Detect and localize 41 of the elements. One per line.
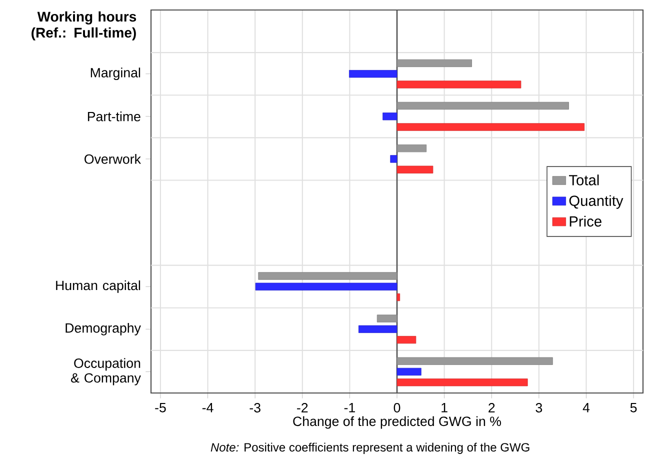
bar [390,155,398,163]
y-tick-label: Human capital [56,280,140,293]
x-axis-title: Change of the predicted GWG in % [293,416,501,429]
legend-label: Total [569,174,599,186]
bar [396,144,427,152]
bar [396,293,400,302]
bar [258,272,398,280]
y-tick-label: Overwork [84,154,141,164]
bar [358,325,398,333]
x-tick-label: 4 [582,403,590,412]
bar [396,357,553,365]
bar [255,282,398,290]
y-tick-label: Marginal [90,68,140,80]
text: Note: Positive coefficients represent a widening of the GWG [210,442,530,454]
x-tick-label: -2 [297,403,308,412]
x-tick-label: 0 [394,403,400,412]
x-tick-label: -1 [344,403,355,412]
x-tick-label: 3 [536,403,542,412]
y-tick-label: Part-time [88,112,140,122]
bar [349,70,398,78]
x-tick-label: 5 [630,403,637,412]
x-tick-label: -3 [250,403,260,412]
bar [396,59,472,68]
bar [396,166,434,174]
legend-label: Quantity [569,195,624,209]
bar [396,102,569,110]
y-tick-label: Occupation & Company [71,358,141,386]
x-tick-label: -4 [202,403,214,412]
bar [396,378,528,386]
bar [382,112,398,120]
x-tick-label: 2 [488,403,495,412]
bar [396,368,422,376]
bar [396,80,522,88]
y-tick-label: Demography [66,322,141,336]
bar [396,123,585,131]
legend-label: Price [570,216,602,227]
text: Working hours (Ref.: Full-time) [32,11,136,40]
bar [376,314,398,322]
x-tick-label: -5 [155,403,166,412]
bar [396,336,416,344]
x-tick-label: 1 [442,403,448,412]
